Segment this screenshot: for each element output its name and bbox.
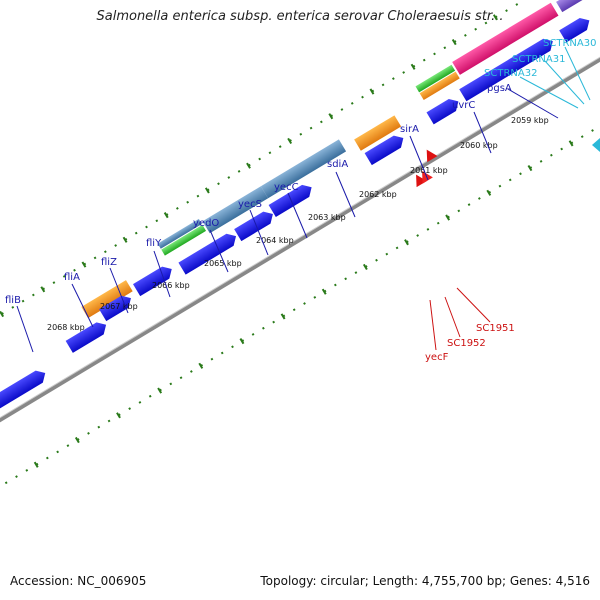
kbp-label: 2061 kbp: [410, 166, 448, 175]
genome-backbone: [0, 26, 600, 443]
cds-arrow-track: [0, 14, 593, 415]
gene-feature[interactable]: [415, 64, 456, 93]
kbp-label: 2062 kbp: [359, 190, 397, 199]
gene-feature[interactable]: [354, 115, 402, 151]
ruler-tick: [362, 263, 368, 271]
trna-label-SCTRNA32[interactable]: SCTRNA32: [484, 68, 537, 79]
kbp-label: 2066 kbp: [152, 281, 190, 290]
ruler-tick: [486, 189, 492, 196]
gene-labels: fliB fliA fliZ fliY yedO yecS yecC sdiA …: [5, 83, 512, 306]
rna-label-yecF[interactable]: yecF: [425, 352, 449, 363]
accession-label: Accession: NC_006905: [10, 574, 147, 588]
ruler-tick: [527, 164, 533, 172]
gene-label-yecS[interactable]: yecS: [238, 199, 262, 210]
gene-feature[interactable]: [202, 186, 269, 234]
cds-arrow[interactable]: [178, 230, 239, 275]
rna-labels: SC1951 SC1952 yecF: [425, 323, 515, 363]
ruler-tick: [157, 387, 163, 394]
ruler-tick: [239, 338, 245, 345]
ruler-upper: [0, 0, 600, 365]
cds-arrow[interactable]: [99, 292, 134, 322]
kbp-label: 2067 kbp: [100, 302, 138, 311]
ruler-tick: [163, 212, 169, 219]
gene-label-uvrC[interactable]: uvrC: [452, 100, 475, 111]
feature-track-upper: [81, 0, 593, 319]
cds-arrow[interactable]: [559, 14, 593, 43]
ruler-tick: [287, 137, 293, 145]
rna-label-SC1951[interactable]: SC1951: [476, 323, 515, 334]
kbp-labels: 2068 kbp 2067 kbp 2066 kbp 2065 kbp 2064…: [47, 116, 549, 332]
ruler-tick: [492, 14, 498, 21]
kbp-label: 2060 kbp: [460, 141, 498, 150]
cds-arrow[interactable]: [65, 319, 110, 353]
trna-labels: SCTRNA30 SCTRNA31 SCTRNA32: [484, 38, 596, 79]
rna-feature-SC1952[interactable]: [417, 168, 433, 184]
cds-arrow[interactable]: [0, 367, 49, 415]
cds-arrow[interactable]: [364, 132, 407, 166]
ruler-tick: [246, 162, 251, 169]
ruler-tick: [328, 113, 334, 120]
ruler-tick: [280, 313, 286, 320]
gene-label-yecC[interactable]: yecC: [274, 182, 299, 193]
kbp-label: 2064 kbp: [256, 236, 294, 245]
ruler-tick: [451, 38, 457, 46]
ruler-tick: [33, 461, 39, 468]
trna-leader-lines: [519, 46, 591, 109]
genome-title: Salmonella enterica subsp. enterica sero…: [96, 9, 504, 24]
gene-label-fliY[interactable]: fliY: [146, 238, 162, 249]
gene-label-fliA[interactable]: fliA: [64, 272, 80, 283]
kbp-label: 2059 kbp: [511, 116, 549, 125]
cds-arrow[interactable]: [132, 263, 175, 297]
ruler-tick: [410, 63, 416, 70]
gene-feature[interactable]: [161, 224, 207, 256]
gene-feature[interactable]: [452, 2, 559, 75]
ruler-lower: [0, 76, 600, 491]
gene-label-sdiA[interactable]: sdiA: [327, 159, 348, 170]
rna-leader-lines: [429, 287, 491, 351]
cds-arrow[interactable]: [459, 35, 556, 102]
ruler-tick: [40, 286, 46, 293]
ruler-tick: [81, 261, 87, 268]
ruler-tick: [445, 214, 451, 221]
gene-feature[interactable]: [260, 139, 347, 199]
cds-arrow[interactable]: [268, 181, 316, 217]
gene-label-pgsA[interactable]: pgsA: [487, 83, 512, 94]
ruler-ticks: [0, 14, 574, 468]
trna-label-SCTRNA30[interactable]: SCTRNA30: [543, 38, 596, 49]
gene-label-fliZ[interactable]: fliZ: [101, 257, 117, 268]
gene-feature[interactable]: [556, 0, 593, 13]
gene-label-fliB[interactable]: fliB: [5, 295, 21, 306]
gene-leader-lines: [16, 88, 559, 353]
cds-arrow[interactable]: [426, 95, 461, 125]
ruler-tick: [74, 436, 80, 444]
ruler-tick: [404, 239, 409, 246]
ruler-tick: [568, 140, 574, 147]
kbp-label: 2063 kbp: [308, 213, 346, 222]
rna-feature-yecF[interactable]: [411, 172, 427, 188]
gene-feature[interactable]: [157, 218, 202, 249]
gene-label-sirA[interactable]: sirA: [400, 124, 419, 135]
ruler-tick: [198, 362, 204, 369]
trna-label-SCTRNA31[interactable]: SCTRNA31: [512, 54, 565, 65]
rna-feature-track: [411, 147, 438, 188]
cds-arrow[interactable]: [234, 208, 276, 242]
rna-label-SC1952[interactable]: SC1952: [447, 338, 486, 349]
genome-summary-label: Topology: circular; Length: 4,755,700 bp…: [260, 574, 590, 588]
gene-feature[interactable]: [419, 71, 460, 101]
gene-label-yedO[interactable]: yedO: [193, 218, 219, 229]
gene-feature[interactable]: [81, 280, 133, 319]
kbp-label: 2065 kbp: [204, 259, 242, 268]
ruler-tick: [122, 236, 128, 243]
rna-feature-SC1951[interactable]: [422, 147, 438, 163]
kbp-label: 2068 kbp: [47, 323, 85, 332]
ruler-tick: [116, 412, 121, 419]
ruler-tick: [369, 88, 375, 95]
ruler-tick: [204, 187, 210, 194]
trna-marker[interactable]: [592, 138, 600, 152]
ruler-tick: [321, 288, 327, 295]
ruler-tick: [0, 310, 5, 318]
